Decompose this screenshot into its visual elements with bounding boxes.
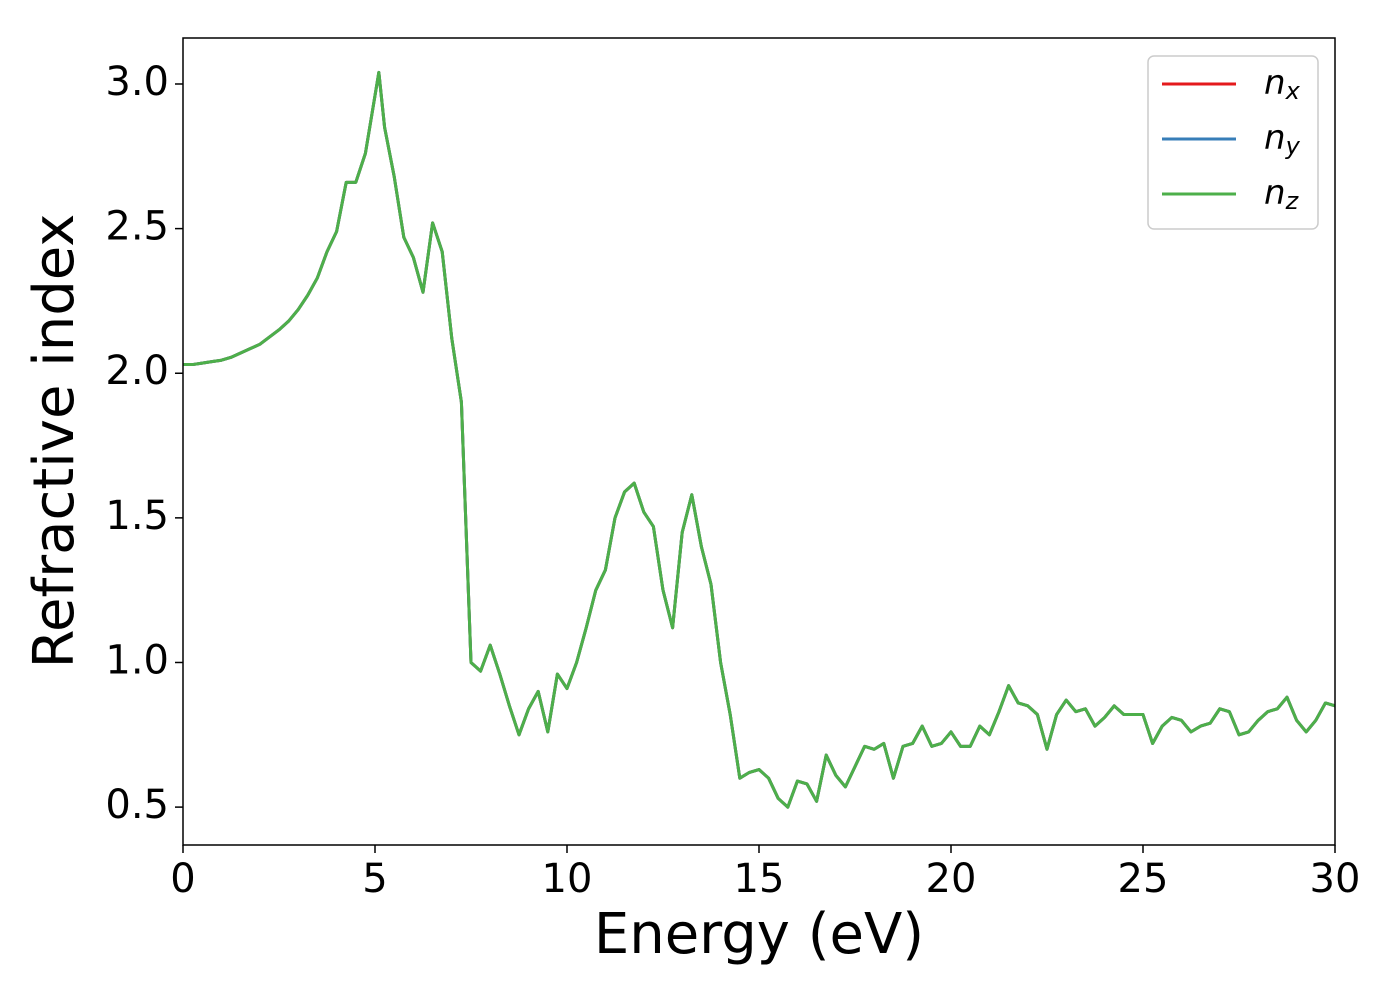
x-tick-label: 20	[926, 856, 977, 902]
x-tick-label: 5	[362, 856, 387, 902]
legend: nx ny nz	[1147, 55, 1319, 230]
x-tick-label: 25	[1118, 856, 1169, 902]
legend-label: nz	[1264, 173, 1300, 216]
y-axis-label: Refractive index	[22, 214, 87, 669]
x-tick-label: 0	[170, 856, 195, 902]
x-tick-label: 30	[1310, 856, 1361, 902]
y-tick-label: 3.0	[105, 59, 169, 105]
legend-label: nx	[1264, 63, 1301, 106]
y-tick-label: 1.5	[105, 493, 169, 539]
legend-label: ny	[1264, 118, 1301, 161]
y-tick-label: 0.5	[105, 782, 169, 828]
plot-frame	[182, 37, 1336, 846]
x-axis-label: Energy (eV)	[594, 902, 924, 967]
x-tick-label: 15	[734, 856, 785, 902]
y-tick-label: 2.5	[105, 204, 169, 250]
y-tick-label: 1.0	[105, 637, 169, 683]
legend-box	[1147, 55, 1319, 230]
y-tick-label: 2.0	[105, 348, 169, 394]
data-line	[183, 70, 1336, 809]
x-tick-label: 10	[542, 856, 593, 902]
